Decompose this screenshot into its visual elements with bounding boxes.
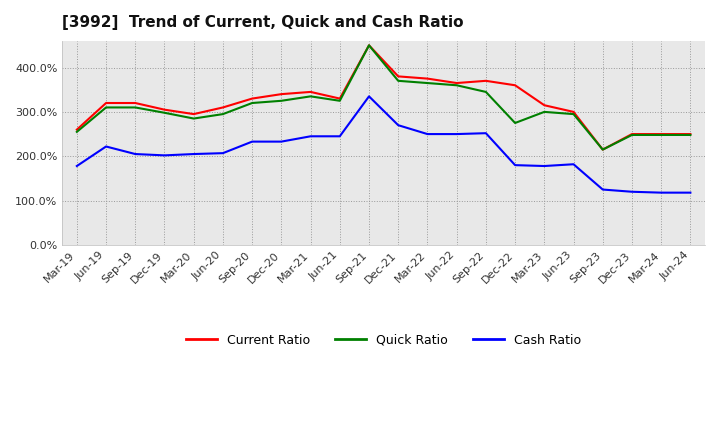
Current Ratio [189, 111, 198, 117]
Quick Ratio [570, 111, 578, 117]
Quick Ratio [686, 132, 695, 138]
Cash Ratio [248, 139, 256, 144]
Current Ratio [628, 132, 636, 137]
Cash Ratio [686, 190, 695, 195]
Cash Ratio [540, 163, 549, 169]
Cash Ratio [482, 131, 490, 136]
Cash Ratio [306, 134, 315, 139]
Current Ratio [394, 74, 402, 79]
Current Ratio [452, 81, 461, 86]
Current Ratio [248, 96, 256, 101]
Current Ratio [131, 100, 140, 106]
Cash Ratio [189, 151, 198, 157]
Current Ratio [598, 147, 607, 152]
Current Ratio [657, 132, 665, 137]
Quick Ratio [394, 78, 402, 84]
Text: [3992]  Trend of Current, Quick and Cash Ratio: [3992] Trend of Current, Quick and Cash … [62, 15, 464, 30]
Current Ratio [365, 43, 374, 48]
Quick Ratio [131, 105, 140, 110]
Current Ratio [160, 107, 168, 112]
Cash Ratio [570, 161, 578, 167]
Quick Ratio [160, 110, 168, 115]
Line: Current Ratio: Current Ratio [77, 45, 690, 150]
Quick Ratio [102, 105, 110, 110]
Cash Ratio [277, 139, 286, 144]
Current Ratio [570, 109, 578, 114]
Quick Ratio [189, 116, 198, 121]
Current Ratio [336, 96, 344, 101]
Cash Ratio [131, 151, 140, 157]
Current Ratio [73, 127, 81, 132]
Current Ratio [540, 103, 549, 108]
Current Ratio [510, 83, 519, 88]
Quick Ratio [510, 120, 519, 125]
Current Ratio [219, 105, 228, 110]
Quick Ratio [306, 94, 315, 99]
Quick Ratio [248, 100, 256, 106]
Quick Ratio [482, 89, 490, 95]
Quick Ratio [423, 81, 432, 86]
Cash Ratio [102, 144, 110, 149]
Quick Ratio [452, 83, 461, 88]
Quick Ratio [657, 132, 665, 138]
Cash Ratio [598, 187, 607, 192]
Legend: Current Ratio, Quick Ratio, Cash Ratio: Current Ratio, Quick Ratio, Cash Ratio [181, 329, 587, 352]
Quick Ratio [219, 111, 228, 117]
Quick Ratio [365, 43, 374, 48]
Cash Ratio [73, 163, 81, 169]
Cash Ratio [510, 162, 519, 168]
Current Ratio [277, 92, 286, 97]
Line: Quick Ratio: Quick Ratio [77, 45, 690, 150]
Quick Ratio [336, 98, 344, 103]
Cash Ratio [219, 150, 228, 156]
Quick Ratio [598, 147, 607, 152]
Quick Ratio [277, 98, 286, 103]
Cash Ratio [394, 123, 402, 128]
Cash Ratio [336, 134, 344, 139]
Cash Ratio [365, 94, 374, 99]
Current Ratio [306, 89, 315, 95]
Line: Cash Ratio: Cash Ratio [77, 96, 690, 193]
Quick Ratio [73, 129, 81, 135]
Cash Ratio [452, 132, 461, 137]
Current Ratio [686, 132, 695, 137]
Cash Ratio [657, 190, 665, 195]
Cash Ratio [160, 153, 168, 158]
Cash Ratio [423, 132, 432, 137]
Current Ratio [482, 78, 490, 84]
Quick Ratio [628, 132, 636, 138]
Current Ratio [102, 100, 110, 106]
Current Ratio [423, 76, 432, 81]
Quick Ratio [540, 109, 549, 114]
Cash Ratio [628, 189, 636, 194]
